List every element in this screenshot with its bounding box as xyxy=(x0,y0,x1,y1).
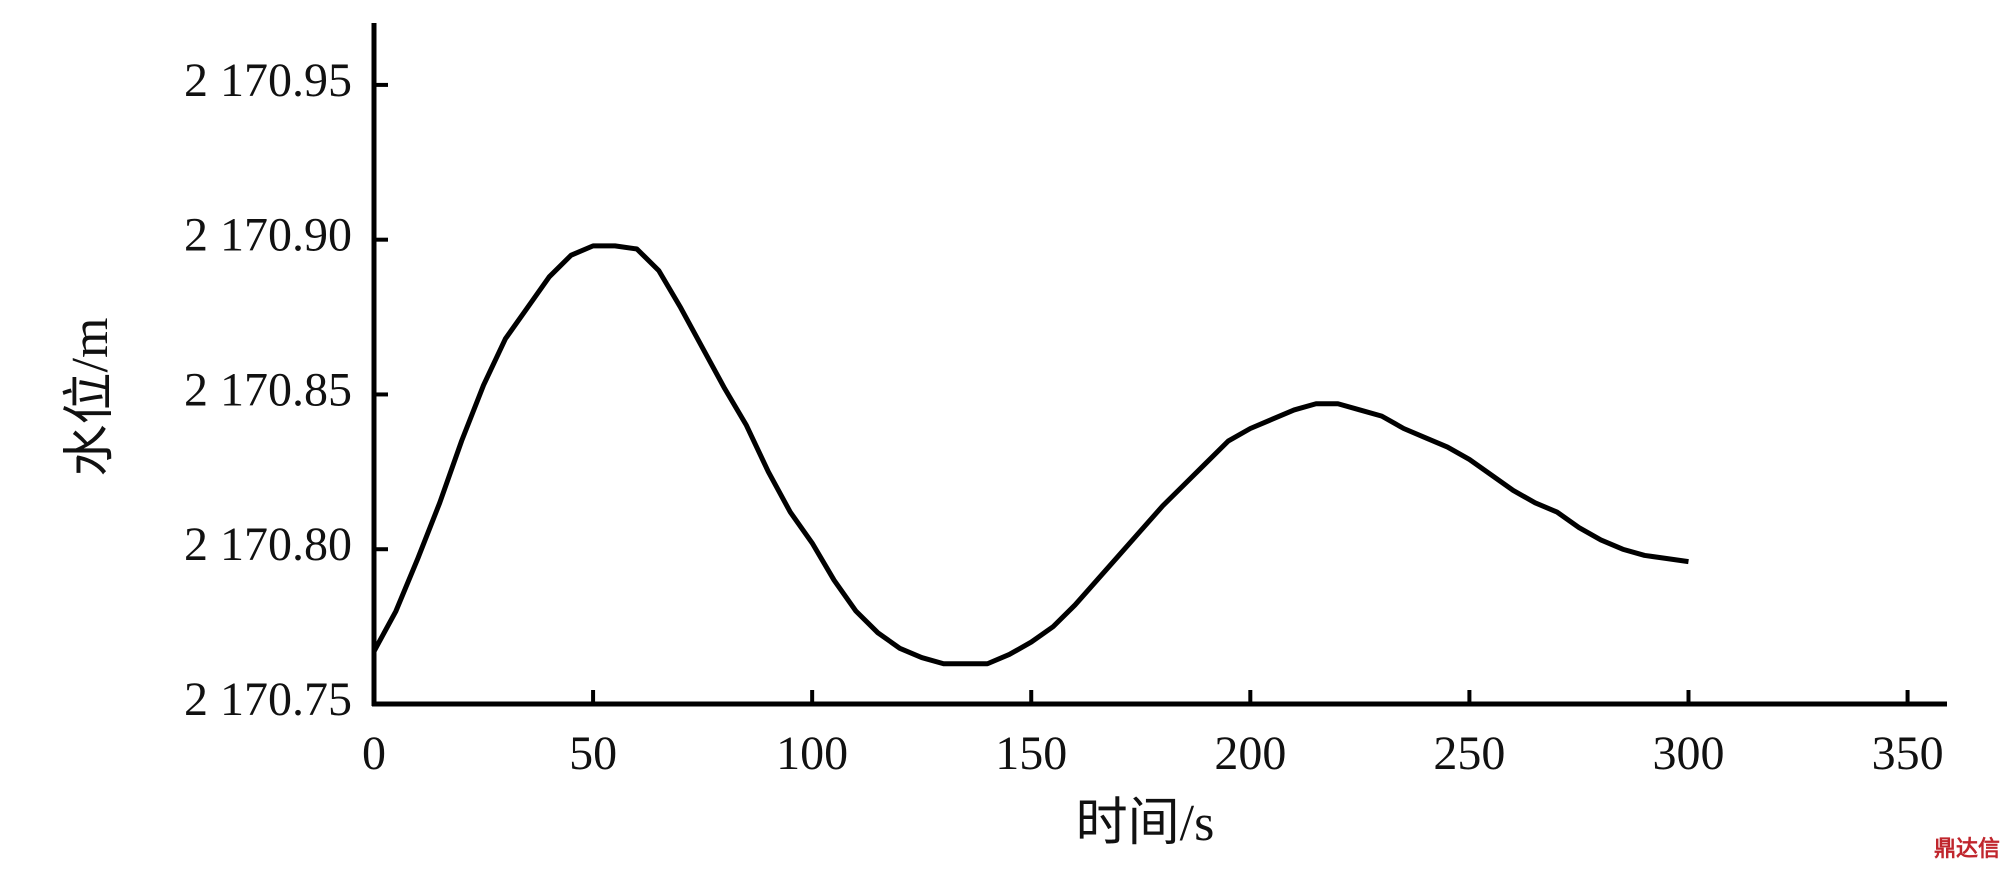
x-tick-label: 300 xyxy=(1652,727,1724,780)
x-tick-label: 350 xyxy=(1872,727,1944,780)
x-tick-label: 50 xyxy=(569,727,617,780)
x-axis-label: 时间/s xyxy=(1076,795,1215,852)
y-tick-label: 2 170.90 xyxy=(184,209,352,262)
data-line xyxy=(371,243,1689,667)
x-tick-label: 100 xyxy=(776,727,848,780)
y-tick-label: 2 170.75 xyxy=(184,673,352,726)
watermark: 鼎达信 xyxy=(1934,836,2000,862)
x-tick-label: 200 xyxy=(1214,727,1286,780)
y-axis-label: 水位/m xyxy=(62,318,119,477)
x-tick-label: 250 xyxy=(1433,727,1505,780)
x-tick-label: 150 xyxy=(995,727,1067,780)
y-tick-label: 2 170.85 xyxy=(184,363,352,416)
y-tick-label: 2 170.95 xyxy=(184,54,352,107)
x-tick-label: 0 xyxy=(362,727,386,780)
y-tick-label: 2 170.80 xyxy=(184,518,352,571)
